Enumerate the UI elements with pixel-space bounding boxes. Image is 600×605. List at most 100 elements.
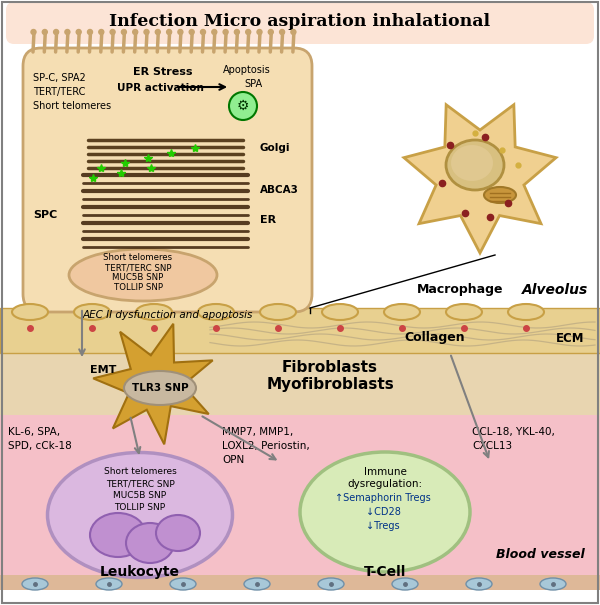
Polygon shape	[93, 324, 213, 444]
Text: dysregulation:: dysregulation:	[347, 479, 422, 489]
Text: LOXL2, Periostin,: LOXL2, Periostin,	[222, 441, 310, 451]
Ellipse shape	[47, 453, 233, 578]
Circle shape	[155, 30, 160, 34]
Ellipse shape	[446, 140, 504, 190]
Bar	[0, 415, 600, 590]
Text: ER: ER	[260, 215, 276, 225]
Bar	[0, 353, 600, 415]
Text: Immune: Immune	[364, 467, 406, 477]
Text: UPR activation: UPR activation	[116, 83, 203, 93]
Text: CXCL13: CXCL13	[472, 441, 512, 451]
Circle shape	[99, 30, 104, 34]
Text: ↑Semaphorin Tregs: ↑Semaphorin Tregs	[335, 493, 431, 503]
Text: Macrophage: Macrophage	[417, 284, 503, 296]
Circle shape	[53, 30, 59, 34]
Text: CCL-18, YKL-40,: CCL-18, YKL-40,	[472, 427, 555, 437]
Circle shape	[280, 30, 284, 34]
Text: SPA: SPA	[244, 79, 262, 89]
Ellipse shape	[124, 371, 196, 405]
Ellipse shape	[484, 187, 516, 203]
Circle shape	[167, 30, 172, 34]
Circle shape	[189, 30, 194, 34]
Text: Blood vessel: Blood vessel	[496, 549, 584, 561]
Ellipse shape	[22, 578, 48, 590]
Circle shape	[246, 30, 251, 34]
Circle shape	[212, 30, 217, 34]
Ellipse shape	[96, 578, 122, 590]
Ellipse shape	[540, 578, 566, 590]
Circle shape	[31, 30, 36, 34]
Text: Golgi: Golgi	[260, 143, 290, 153]
Text: Apoptosis: Apoptosis	[223, 65, 271, 75]
Text: ECM: ECM	[556, 332, 584, 344]
Ellipse shape	[446, 304, 482, 320]
Text: Short telomeres: Short telomeres	[103, 253, 173, 263]
Text: Infection Micro aspiration inhalational: Infection Micro aspiration inhalational	[109, 13, 491, 30]
Ellipse shape	[12, 304, 48, 320]
Text: SP-C, SPA2: SP-C, SPA2	[33, 73, 86, 83]
Text: EMT: EMT	[90, 365, 116, 375]
Circle shape	[88, 30, 92, 34]
Ellipse shape	[156, 515, 200, 551]
Circle shape	[223, 30, 228, 34]
Circle shape	[42, 30, 47, 34]
Text: TOLLIP SNP: TOLLIP SNP	[115, 503, 166, 512]
Text: MMP7, MMP1,: MMP7, MMP1,	[222, 427, 293, 437]
Ellipse shape	[322, 304, 358, 320]
Text: Leukocyte: Leukocyte	[100, 565, 180, 579]
Ellipse shape	[126, 523, 174, 563]
Circle shape	[268, 30, 274, 34]
Ellipse shape	[466, 578, 492, 590]
Text: TERT/TERC SNP: TERT/TERC SNP	[106, 480, 175, 488]
Text: KL-6, SPA,: KL-6, SPA,	[8, 427, 60, 437]
Ellipse shape	[300, 452, 470, 572]
FancyBboxPatch shape	[23, 48, 312, 312]
Ellipse shape	[392, 578, 418, 590]
Text: Short telomeres: Short telomeres	[104, 468, 176, 477]
Circle shape	[144, 30, 149, 34]
Circle shape	[65, 30, 70, 34]
Text: MUC5B SNP: MUC5B SNP	[113, 491, 167, 500]
Text: ABCA3: ABCA3	[260, 185, 299, 195]
Text: TLR3 SNP: TLR3 SNP	[131, 383, 188, 393]
Ellipse shape	[198, 304, 234, 320]
Text: TERT/TERC: TERT/TERC	[33, 87, 85, 97]
Text: T-Cell: T-Cell	[364, 565, 406, 579]
Ellipse shape	[451, 145, 493, 181]
Ellipse shape	[260, 304, 296, 320]
Circle shape	[257, 30, 262, 34]
Text: Fibroblasts: Fibroblasts	[282, 361, 378, 376]
Text: Alveolus: Alveolus	[522, 283, 588, 297]
Ellipse shape	[74, 304, 110, 320]
Ellipse shape	[90, 513, 146, 557]
Text: Short telomeres: Short telomeres	[33, 101, 111, 111]
Circle shape	[291, 30, 296, 34]
Circle shape	[200, 30, 205, 34]
Text: OPN: OPN	[222, 455, 244, 465]
Text: MUC5B SNP: MUC5B SNP	[112, 273, 164, 283]
Circle shape	[133, 30, 138, 34]
Polygon shape	[404, 105, 556, 253]
Ellipse shape	[69, 249, 217, 301]
Text: ↓CD28: ↓CD28	[365, 507, 400, 517]
FancyBboxPatch shape	[6, 2, 594, 44]
Ellipse shape	[244, 578, 270, 590]
Circle shape	[76, 30, 81, 34]
Ellipse shape	[170, 578, 196, 590]
Circle shape	[121, 30, 127, 34]
Ellipse shape	[318, 578, 344, 590]
Text: Myofibroblasts: Myofibroblasts	[266, 378, 394, 393]
Text: TOLLIP SNP: TOLLIP SNP	[113, 284, 163, 292]
Text: AEC II dysfunction and apoptosis: AEC II dysfunction and apoptosis	[82, 310, 253, 320]
Text: SPC: SPC	[33, 210, 57, 220]
Bar	[0, 575, 600, 590]
Ellipse shape	[136, 304, 172, 320]
Text: ⚙: ⚙	[237, 99, 249, 113]
Ellipse shape	[508, 304, 544, 320]
Text: Collagen: Collagen	[404, 332, 466, 344]
Circle shape	[235, 30, 239, 34]
Text: TERT/TERC SNP: TERT/TERC SNP	[105, 264, 171, 272]
Ellipse shape	[384, 304, 420, 320]
Circle shape	[178, 30, 183, 34]
Text: SPD, cCk-18: SPD, cCk-18	[8, 441, 72, 451]
